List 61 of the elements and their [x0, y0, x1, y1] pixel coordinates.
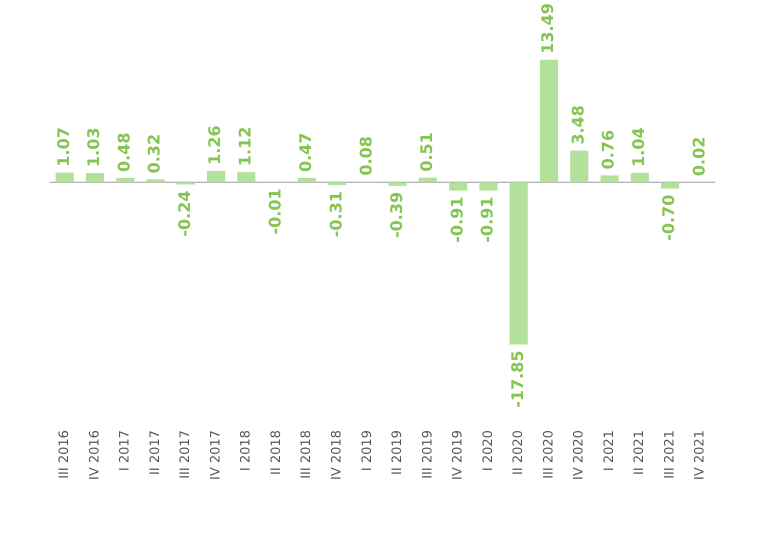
data-label: 13.49 — [538, 3, 558, 54]
x-tick-label: IV 2019 — [450, 430, 466, 480]
x-tick-label: IV 2020 — [572, 430, 587, 480]
x-tick-label: III 2018 — [299, 430, 314, 479]
bar — [630, 172, 649, 182]
bar — [660, 182, 680, 189]
data-label: 1.12 — [235, 126, 254, 166]
x-tick-label: II 2020 — [511, 430, 526, 475]
data-label: 1.07 — [54, 127, 73, 167]
bar — [540, 60, 558, 182]
x-tick-label: I 2017 — [118, 430, 133, 472]
x-tick-label: III 2021 — [662, 430, 678, 479]
x-tick-label: III 2020 — [541, 430, 556, 479]
x-tick-label: II 2021 — [632, 430, 648, 475]
data-label: -0.01 — [266, 188, 285, 235]
data-label: 1.26 — [205, 125, 224, 165]
data-label: -0.91 — [447, 196, 466, 243]
x-tick-label: I 2018 — [238, 430, 254, 472]
x-tick-label: I 2020 — [480, 430, 496, 472]
data-label: 0.76 — [598, 130, 618, 170]
data-label: -0.70 — [659, 194, 678, 241]
bar — [418, 178, 438, 182]
data-label: 1.03 — [84, 127, 104, 167]
bar — [510, 182, 528, 345]
bar — [237, 172, 256, 182]
bar — [206, 170, 226, 182]
data-label: -17.85 — [508, 350, 527, 408]
x-tick-label: I 2021 — [602, 430, 617, 472]
data-label: 0.32 — [144, 134, 164, 174]
data-label: 0.51 — [417, 132, 436, 172]
bar — [388, 182, 407, 186]
x-tick-label: II 2019 — [390, 430, 406, 475]
bar — [146, 179, 165, 182]
bar — [600, 175, 619, 182]
bar — [56, 172, 74, 182]
data-label: -0.31 — [326, 191, 346, 238]
bar — [86, 172, 104, 182]
x-tick-label: II 2018 — [268, 430, 284, 475]
x-tick-label: I 2019 — [360, 430, 375, 472]
bar — [479, 182, 498, 191]
x-tick-label: IV 2021 — [692, 430, 708, 480]
x-tick-label: III 2019 — [420, 430, 436, 479]
x-tick-label: II 2017 — [148, 430, 163, 475]
bar — [298, 178, 316, 182]
data-label: -0.39 — [386, 192, 406, 238]
data-label: -0.24 — [174, 190, 194, 237]
data-label: 3.48 — [568, 105, 588, 145]
data-label: -0.91 — [478, 196, 497, 243]
x-tick-label: III 2016 — [57, 430, 72, 479]
data-label: 0.02 — [690, 136, 708, 176]
x-tick-label: IV 2018 — [329, 430, 344, 480]
data-label: 0.48 — [114, 132, 134, 172]
data-label: 0.08 — [356, 136, 376, 176]
bar — [449, 182, 468, 191]
bar — [116, 178, 134, 182]
data-label: 1.04 — [628, 127, 648, 167]
data-label: 0.47 — [296, 132, 315, 172]
x-tick-label: III 2017 — [178, 430, 194, 479]
bar — [570, 150, 588, 182]
x-tick-label: IV 2017 — [208, 430, 224, 480]
x-tick-label: IV 2016 — [87, 430, 102, 480]
